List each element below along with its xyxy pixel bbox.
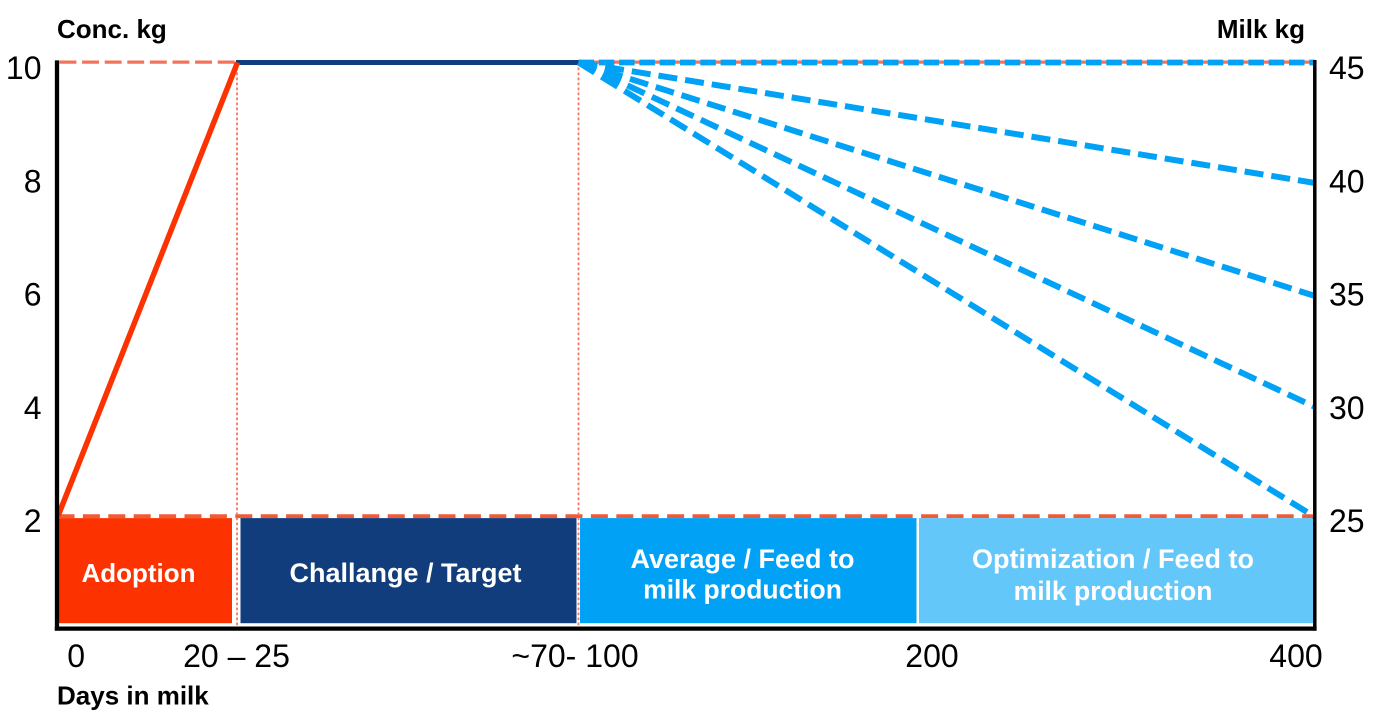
svg-text:20 – 25: 20 – 25 [183, 638, 290, 674]
svg-text:25: 25 [1329, 503, 1365, 539]
svg-text:Days in milk: Days in milk [57, 681, 209, 711]
svg-text:Challange / Target: Challange / Target [289, 558, 521, 588]
svg-text:milk production: milk production [1014, 576, 1213, 606]
svg-text:35: 35 [1329, 277, 1365, 313]
svg-text:6: 6 [24, 277, 42, 313]
svg-text:Conc. kg: Conc. kg [57, 14, 167, 44]
svg-text:milk production: milk production [643, 575, 842, 605]
svg-text:30: 30 [1329, 390, 1365, 426]
svg-text:10: 10 [6, 50, 42, 86]
svg-text:400: 400 [1269, 638, 1322, 674]
svg-text:40: 40 [1329, 163, 1365, 199]
svg-text:Optimization / Feed to: Optimization / Feed to [972, 544, 1254, 574]
svg-text:45: 45 [1329, 50, 1365, 86]
svg-text:Adoption: Adoption [81, 558, 195, 588]
svg-text:200: 200 [905, 638, 958, 674]
svg-text:4: 4 [24, 390, 42, 426]
svg-text:Average / Feed to: Average / Feed to [630, 544, 854, 574]
svg-text:8: 8 [24, 163, 42, 199]
svg-text:Milk kg: Milk kg [1217, 14, 1305, 44]
svg-text:2: 2 [24, 503, 42, 539]
svg-text:0: 0 [67, 638, 85, 674]
svg-text:~70- 100: ~70- 100 [511, 638, 638, 674]
